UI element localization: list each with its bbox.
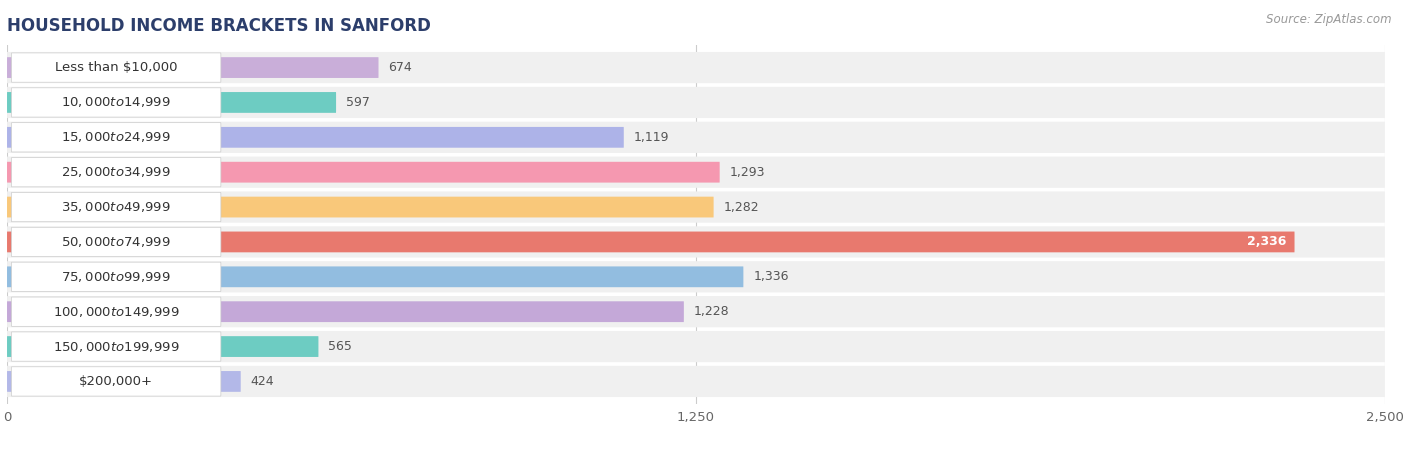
- Text: Source: ZipAtlas.com: Source: ZipAtlas.com: [1267, 13, 1392, 26]
- FancyBboxPatch shape: [11, 297, 221, 326]
- FancyBboxPatch shape: [7, 261, 1385, 292]
- FancyBboxPatch shape: [7, 232, 1295, 252]
- FancyBboxPatch shape: [7, 157, 1385, 188]
- Text: 1,119: 1,119: [634, 131, 669, 144]
- Text: $15,000 to $24,999: $15,000 to $24,999: [62, 130, 172, 144]
- FancyBboxPatch shape: [7, 122, 1385, 153]
- FancyBboxPatch shape: [7, 127, 624, 148]
- Text: Less than $10,000: Less than $10,000: [55, 61, 177, 74]
- FancyBboxPatch shape: [7, 301, 683, 322]
- FancyBboxPatch shape: [7, 331, 1385, 362]
- FancyBboxPatch shape: [7, 371, 240, 392]
- FancyBboxPatch shape: [7, 226, 1385, 258]
- FancyBboxPatch shape: [7, 87, 1385, 118]
- FancyBboxPatch shape: [7, 52, 1385, 83]
- FancyBboxPatch shape: [7, 336, 318, 357]
- Text: $75,000 to $99,999: $75,000 to $99,999: [62, 270, 172, 284]
- Text: 1,336: 1,336: [754, 270, 789, 283]
- FancyBboxPatch shape: [11, 53, 221, 82]
- FancyBboxPatch shape: [11, 88, 221, 117]
- Text: 597: 597: [346, 96, 370, 109]
- FancyBboxPatch shape: [11, 367, 221, 396]
- FancyBboxPatch shape: [11, 332, 221, 361]
- FancyBboxPatch shape: [7, 366, 1385, 397]
- Text: $35,000 to $49,999: $35,000 to $49,999: [62, 200, 172, 214]
- Text: HOUSEHOLD INCOME BRACKETS IN SANFORD: HOUSEHOLD INCOME BRACKETS IN SANFORD: [7, 17, 430, 35]
- Text: $100,000 to $149,999: $100,000 to $149,999: [53, 305, 180, 319]
- FancyBboxPatch shape: [7, 197, 714, 217]
- Text: $10,000 to $14,999: $10,000 to $14,999: [62, 96, 172, 110]
- FancyBboxPatch shape: [11, 193, 221, 222]
- Text: 565: 565: [329, 340, 353, 353]
- FancyBboxPatch shape: [7, 162, 720, 183]
- Text: $150,000 to $199,999: $150,000 to $199,999: [53, 339, 180, 353]
- FancyBboxPatch shape: [7, 266, 744, 287]
- Text: $200,000+: $200,000+: [79, 375, 153, 388]
- Text: 1,293: 1,293: [730, 166, 765, 179]
- FancyBboxPatch shape: [11, 123, 221, 152]
- Text: 2,336: 2,336: [1247, 235, 1286, 248]
- Text: $50,000 to $74,999: $50,000 to $74,999: [62, 235, 172, 249]
- FancyBboxPatch shape: [7, 191, 1385, 223]
- FancyBboxPatch shape: [11, 158, 221, 187]
- Text: 674: 674: [388, 61, 412, 74]
- FancyBboxPatch shape: [7, 92, 336, 113]
- FancyBboxPatch shape: [11, 262, 221, 291]
- Text: 1,228: 1,228: [693, 305, 730, 318]
- FancyBboxPatch shape: [7, 57, 378, 78]
- FancyBboxPatch shape: [7, 296, 1385, 327]
- Text: 1,282: 1,282: [724, 201, 759, 214]
- Text: $25,000 to $34,999: $25,000 to $34,999: [62, 165, 172, 179]
- Text: 424: 424: [250, 375, 274, 388]
- FancyBboxPatch shape: [11, 227, 221, 256]
